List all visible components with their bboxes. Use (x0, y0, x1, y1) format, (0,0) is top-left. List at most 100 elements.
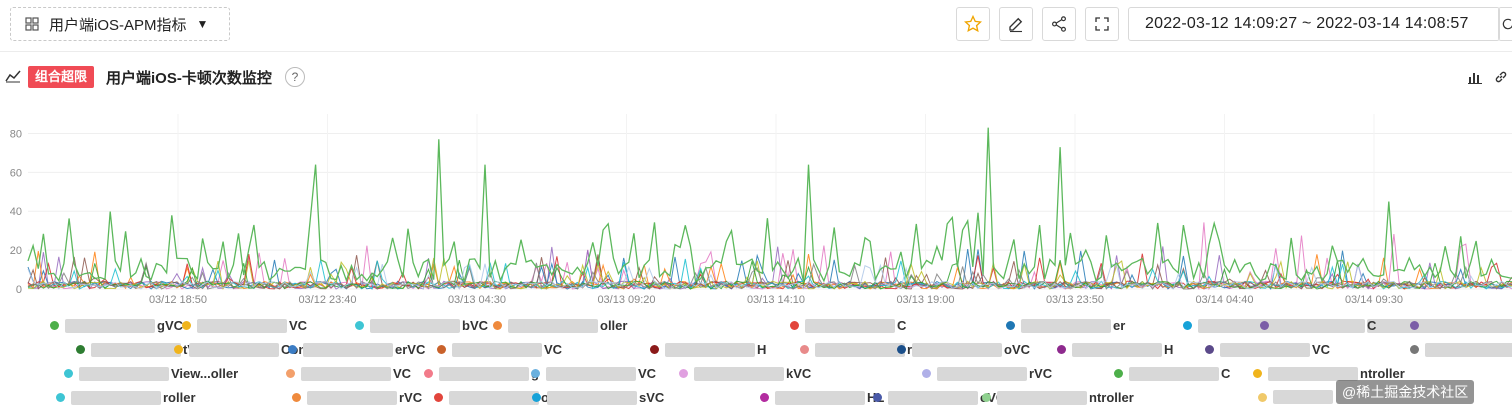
y-tick-label: 80 (10, 128, 22, 140)
redacted-text (439, 366, 529, 381)
legend-item[interactable]: rVC (292, 390, 422, 405)
legend-dot (1183, 321, 1192, 330)
refresh-button[interactable] (1498, 7, 1512, 41)
x-tick-label: 03/13 04:30 (448, 294, 506, 306)
legend-item[interactable]: C (1260, 318, 1376, 333)
series-line (27, 261, 1512, 290)
legend-item[interactable]: VC (437, 342, 562, 357)
redacted-text (775, 390, 865, 405)
redacted-text (449, 390, 539, 405)
star-icon (964, 15, 982, 33)
y-tick-label: 20 (10, 245, 22, 257)
legend-item[interactable]: C (790, 318, 906, 333)
redacted-text (508, 318, 598, 333)
legend-item[interactable]: C (1114, 366, 1230, 381)
legend-item[interactable]: HL (760, 390, 884, 405)
legend-item[interactable]: er (1006, 318, 1125, 333)
x-tick-label: 03/14 09:30 (1345, 294, 1403, 306)
legend-dot (1410, 321, 1419, 330)
legend-label: VC (544, 342, 563, 357)
legend-item[interactable]: kVC (679, 366, 811, 381)
top-toolbar: 用户端iOS-APM指标 ▼ 2022-03-12 14:09:27 ~ 202… (0, 0, 1512, 52)
legend-label: H (1164, 342, 1174, 357)
legend-item[interactable]: gVC (50, 318, 183, 333)
legend-dot (790, 321, 799, 330)
redacted-text (65, 318, 155, 333)
legend-label: View...oller (171, 366, 239, 381)
dashboard-name: 用户端iOS-APM指标 (49, 16, 187, 34)
edit-button[interactable] (999, 7, 1033, 41)
legend-dot (679, 369, 688, 378)
redacted-text (452, 342, 542, 357)
legend-dot (800, 345, 809, 354)
legend-item[interactable]: roller (1410, 342, 1512, 357)
redacted-text (694, 366, 784, 381)
x-tick-label: 03/12 23:40 (298, 294, 356, 306)
link-icon[interactable] (1494, 70, 1508, 84)
redacted-text (815, 342, 905, 357)
fullscreen-button[interactable] (1085, 7, 1119, 41)
line-chart-icon (5, 70, 21, 83)
legend-dot (1205, 345, 1214, 354)
legend-item[interactable]: H (1057, 342, 1173, 357)
redacted-text (997, 390, 1087, 405)
dashboard-selector[interactable]: 用户端iOS-APM指标 ▼ (10, 7, 230, 41)
legend-dot (288, 345, 297, 354)
legend-item[interactable]: VC (286, 366, 411, 381)
time-range-picker[interactable]: 2022-03-12 14:09:27 ~ 2022-03-14 14:08:5… (1128, 7, 1500, 41)
legend-item[interactable]: ntroller (982, 390, 1134, 405)
legend-item[interactable]: VC (531, 366, 656, 381)
series-line-main (27, 127, 1512, 283)
legend-item[interactable]: erVC (288, 342, 425, 357)
caret-down-icon: ▼ (196, 17, 209, 31)
panel-header: 组合超限 用户端iOS-卡顿次数监控 ? (0, 62, 1512, 92)
redacted-text (307, 390, 397, 405)
redacted-text (1425, 318, 1512, 333)
redacted-text (91, 342, 181, 357)
legend-dot (493, 321, 502, 330)
legend-item[interactable]: eVC (1410, 318, 1512, 333)
redacted-text (888, 390, 978, 405)
line-chart: 0 20 40 60 80 03/12 18:50 03/12 23:40 03/13 04:… (10, 114, 1512, 306)
legend-item[interactable]: bVC (355, 318, 488, 333)
legend-dot (531, 369, 540, 378)
legend-item[interactable]: H (650, 342, 766, 357)
legend-item[interactable]: VC (1205, 342, 1330, 357)
bar-chart-icon[interactable] (1468, 70, 1482, 84)
grid-icon (25, 17, 39, 31)
redacted-text (71, 390, 161, 405)
legend-label: C (1367, 318, 1377, 333)
legend-item[interactable]: rVC (922, 366, 1052, 381)
share-button[interactable] (1042, 7, 1076, 41)
redacted-text (370, 318, 460, 333)
pencil-icon (1009, 17, 1023, 33)
redacted-text (1273, 390, 1333, 404)
legend-item[interactable]: ntroller (1253, 366, 1405, 381)
help-icon[interactable]: ? (285, 67, 305, 87)
legend-dot (434, 393, 443, 402)
chart-legend: gVCVCbVCollerCerVCerCeVCtV...ContactVCer… (0, 312, 1512, 414)
legend-item[interactable] (1258, 390, 1335, 404)
favorite-button[interactable] (956, 7, 990, 41)
legend-item[interactable]: View...oller (64, 366, 238, 381)
legend-item[interactable]: oller (493, 318, 627, 333)
legend-item[interactable]: oVC (897, 342, 1030, 357)
legend-dot (1006, 321, 1015, 330)
redacted-text (805, 318, 895, 333)
redacted-text (301, 366, 391, 381)
legend-item[interactable]: g (424, 366, 539, 381)
legend-dot (56, 393, 65, 402)
legend-dot (76, 345, 85, 354)
legend-label: VC (1312, 342, 1331, 357)
redacted-text (546, 366, 636, 381)
legend-dot (1114, 369, 1123, 378)
legend-item[interactable]: VC (182, 318, 307, 333)
legend-label: ntroller (1360, 366, 1405, 381)
legend-item[interactable]: roller (56, 390, 196, 405)
legend-label: bVC (462, 318, 488, 333)
legend-dot (760, 393, 769, 402)
legend-dot (64, 369, 73, 378)
legend-item[interactable]: sVC (532, 390, 664, 405)
legend-label: VC (638, 366, 657, 381)
x-tick-label: 03/14 04:40 (1195, 294, 1253, 306)
